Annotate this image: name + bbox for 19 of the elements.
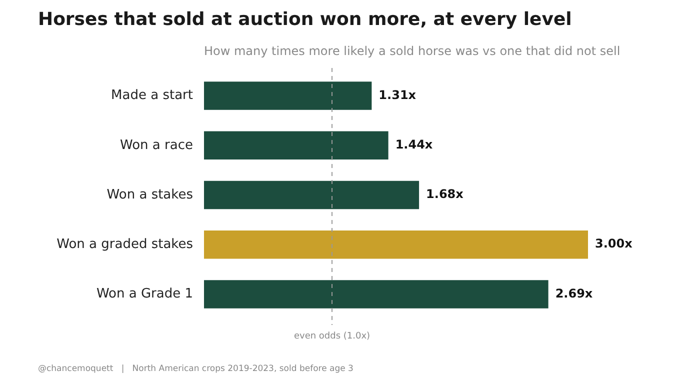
y-tick-label: Won a stakes <box>106 187 194 202</box>
ref-line-label: even odds (1.0x) <box>294 331 370 342</box>
data-label: 2.69x <box>555 286 593 300</box>
bar <box>204 82 372 110</box>
y-tick-label: Won a Grade 1 <box>96 286 193 302</box>
data-label: 1.68x <box>426 187 464 202</box>
bar <box>204 230 588 259</box>
data-label: 1.44x <box>395 138 433 152</box>
y-tick-label: Won a graded stakes <box>56 236 194 252</box>
chart-subtitle: How many times more likely a sold horse was vs one that did not sell <box>204 44 620 58</box>
y-tick-label: Won a race <box>120 138 193 153</box>
text: @chancemoquett | North American crops 2019-2023, sold before age 3 <box>38 364 354 374</box>
bar <box>204 280 548 308</box>
data-label: 1.31x <box>378 88 416 102</box>
bar <box>204 131 388 160</box>
y-tick-label: Made a start <box>111 88 193 104</box>
chart-title: Horses that sold at auction won more, at every level <box>38 9 572 30</box>
data-label: 3.00x <box>595 236 633 251</box>
bar <box>204 180 420 210</box>
